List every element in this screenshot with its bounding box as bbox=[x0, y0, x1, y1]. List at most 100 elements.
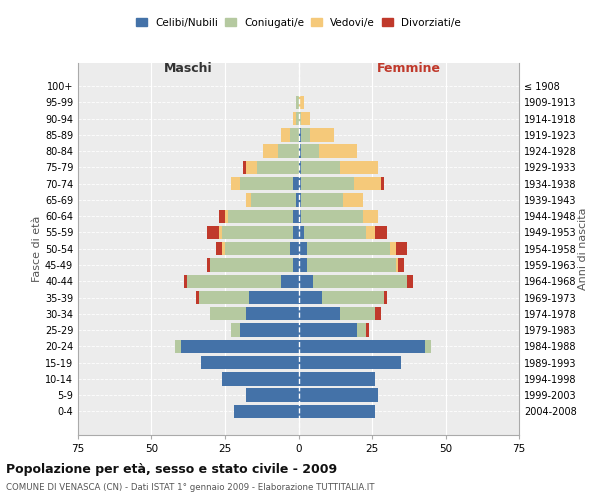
Bar bbox=[375, 307, 381, 320]
Bar bbox=[263, 144, 278, 158]
Bar bbox=[251, 194, 296, 206]
Bar bbox=[219, 226, 222, 239]
Bar bbox=[384, 291, 387, 304]
Bar bbox=[301, 128, 310, 141]
Bar bbox=[343, 194, 363, 206]
Bar bbox=[366, 324, 369, 336]
Bar bbox=[395, 242, 407, 256]
Bar bbox=[281, 128, 290, 141]
Bar bbox=[301, 177, 355, 190]
Bar bbox=[293, 112, 296, 126]
Bar bbox=[299, 96, 304, 109]
Bar bbox=[240, 177, 293, 190]
Bar bbox=[301, 144, 319, 158]
Bar bbox=[187, 274, 281, 288]
Bar bbox=[299, 307, 340, 320]
Bar bbox=[398, 258, 404, 272]
Bar bbox=[340, 307, 375, 320]
Bar bbox=[208, 226, 219, 239]
Bar bbox=[307, 242, 389, 256]
Bar bbox=[199, 291, 248, 304]
Bar bbox=[299, 291, 322, 304]
Bar bbox=[225, 210, 228, 223]
Bar bbox=[231, 177, 240, 190]
Bar bbox=[245, 388, 299, 402]
Text: Popolazione per età, sesso e stato civile - 2009: Popolazione per età, sesso e stato civil… bbox=[6, 462, 337, 475]
Bar bbox=[340, 161, 378, 174]
Text: Femmine: Femmine bbox=[377, 62, 441, 74]
Bar bbox=[313, 274, 407, 288]
Bar bbox=[245, 194, 251, 206]
Bar bbox=[299, 194, 301, 206]
Text: COMUNE DI VENASCA (CN) - Dati ISTAT 1° gennaio 2009 - Elaborazione TUTTITALIA.IT: COMUNE DI VENASCA (CN) - Dati ISTAT 1° g… bbox=[6, 482, 374, 492]
Bar bbox=[211, 258, 293, 272]
Bar bbox=[231, 324, 240, 336]
Bar bbox=[299, 388, 378, 402]
Bar bbox=[181, 340, 299, 353]
Bar bbox=[363, 210, 378, 223]
Bar bbox=[299, 372, 375, 386]
Bar bbox=[425, 340, 431, 353]
Bar bbox=[293, 177, 299, 190]
Bar bbox=[299, 242, 307, 256]
Bar bbox=[355, 177, 381, 190]
Bar bbox=[299, 274, 313, 288]
Bar bbox=[248, 291, 299, 304]
Text: Maschi: Maschi bbox=[164, 62, 212, 74]
Bar bbox=[225, 242, 290, 256]
Bar bbox=[240, 324, 299, 336]
Bar bbox=[301, 161, 340, 174]
Bar bbox=[301, 194, 343, 206]
Bar bbox=[222, 226, 293, 239]
Bar bbox=[307, 258, 395, 272]
Bar bbox=[208, 258, 210, 272]
Bar bbox=[375, 226, 387, 239]
Bar bbox=[319, 144, 358, 158]
Bar bbox=[278, 144, 299, 158]
Bar bbox=[299, 177, 301, 190]
Bar bbox=[216, 242, 222, 256]
Bar bbox=[389, 242, 395, 256]
Bar bbox=[281, 274, 299, 288]
Bar bbox=[222, 242, 225, 256]
Bar bbox=[293, 210, 299, 223]
Bar bbox=[245, 161, 257, 174]
Bar bbox=[202, 356, 299, 370]
Bar bbox=[299, 144, 301, 158]
Bar bbox=[290, 242, 299, 256]
Bar bbox=[301, 210, 363, 223]
Bar bbox=[296, 96, 299, 109]
Bar bbox=[366, 226, 375, 239]
Bar bbox=[299, 210, 301, 223]
Bar bbox=[242, 161, 245, 174]
Bar bbox=[381, 177, 384, 190]
Bar bbox=[299, 340, 425, 353]
Y-axis label: Fasce di età: Fasce di età bbox=[32, 216, 42, 282]
Bar bbox=[358, 324, 366, 336]
Bar bbox=[299, 258, 307, 272]
Bar bbox=[290, 128, 299, 141]
Bar bbox=[196, 291, 199, 304]
Bar bbox=[299, 112, 301, 126]
Bar bbox=[407, 274, 413, 288]
Bar bbox=[257, 161, 299, 174]
Bar bbox=[210, 307, 245, 320]
Bar bbox=[299, 356, 401, 370]
Bar bbox=[299, 404, 375, 418]
Bar bbox=[234, 404, 299, 418]
Legend: Celibi/Nubili, Coniugati/e, Vedovi/e, Divorziati/e: Celibi/Nubili, Coniugati/e, Vedovi/e, Di… bbox=[134, 16, 463, 30]
Bar bbox=[322, 291, 384, 304]
Bar bbox=[395, 258, 398, 272]
Bar bbox=[304, 226, 366, 239]
Bar bbox=[175, 340, 181, 353]
Bar bbox=[293, 258, 299, 272]
Bar bbox=[299, 226, 304, 239]
Bar bbox=[222, 372, 299, 386]
Bar bbox=[296, 194, 299, 206]
Bar bbox=[293, 226, 299, 239]
Bar bbox=[299, 128, 301, 141]
Bar bbox=[184, 274, 187, 288]
Bar bbox=[310, 128, 334, 141]
Bar bbox=[228, 210, 293, 223]
Bar bbox=[219, 210, 225, 223]
